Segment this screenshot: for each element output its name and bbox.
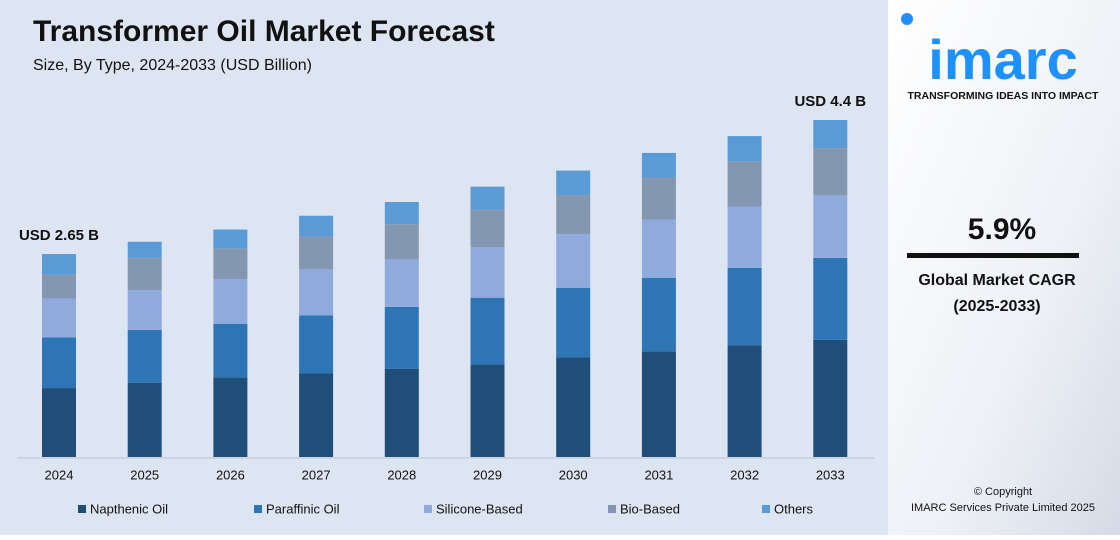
legend-label: Paraffinic Oil [266,501,340,516]
bar-segment [727,161,762,207]
company: IMARC Services Private Limited 2025 [911,502,1095,514]
bar-segment [42,388,76,457]
x-tick-label: 2031 [644,467,673,482]
x-tick-label: 2024 [45,467,74,482]
legend-swatch [762,505,770,513]
bar-segment [641,277,676,352]
bar-segment [299,236,334,270]
plot: 2024 2025 2026 2027 2028 2029 2030 2031 2032 2033… [19,93,866,516]
bar-segment [813,195,848,258]
bar-segment [127,382,162,457]
bar-segment [42,337,76,389]
bar-segment [813,148,848,196]
legend-swatch [254,505,262,513]
bar-segment [470,297,505,365]
cagr-label: Global Market CAGR [918,272,1076,289]
legend-label: Others [774,501,814,516]
legend-swatch [424,505,432,513]
bar-segment [470,364,505,457]
tagline: TRANSFORMING IDEAS INTO IMPACT [908,90,1100,102]
bar-segment [213,323,248,378]
chart-title: Transformer Oil Market Forecast [33,15,495,48]
bar-segment [727,267,762,346]
x-tick-label: 2025 [130,467,159,482]
bar-segment [127,257,162,291]
bar-segment [127,329,162,383]
chart-subtitle: Size, By Type, 2024-2033 (USD Billion) [33,57,312,74]
bar-segment [813,257,848,340]
bar-segment [556,234,591,288]
x-tick-label: 2030 [559,467,588,482]
bar-segment [42,274,76,299]
bar-segment [384,201,419,225]
bar-segment [213,279,248,324]
bar-segment [641,177,676,220]
bar-segment [556,195,591,235]
bar-segment [813,339,848,457]
bar-segment [42,298,76,338]
logo-dot [901,13,913,25]
bar-segment [42,254,76,275]
legend-label: Bio-Based [620,501,680,516]
bar-segment [213,377,248,457]
x-tick-label: 2029 [473,467,502,482]
legend-swatch [78,505,86,513]
bar-segment [556,170,591,196]
bar-segment [299,215,334,237]
x-tick-label: 2027 [302,467,331,482]
bar-segment [470,247,505,298]
bar-segment [213,248,248,280]
bar-segment [213,229,248,249]
bar-segment [727,345,762,457]
x-tick-label: 2028 [387,467,416,482]
logo: imarc [928,28,1077,91]
x-tick-label: 2033 [816,467,845,482]
annotation: USD 2.65 B [19,227,99,244]
bar-segment [727,136,762,162]
legend-swatch [608,505,616,513]
legend-label: Silicone-Based [436,501,523,516]
bar-segment [470,209,505,248]
cagr-value: 5.9% [968,213,1036,246]
bar-segment [813,120,848,149]
bar-segment [556,357,591,457]
legend-label: Napthenic Oil [90,501,168,516]
bar-segment [127,290,162,330]
cagr-rule [907,253,1079,258]
bar-segment [641,152,676,178]
bar-segment [299,269,334,316]
x-tick-label: 2026 [216,467,245,482]
bar-segment [384,224,419,260]
bar-segment [299,373,334,457]
bar-segment [384,306,419,369]
x-tick-label: 2032 [730,467,759,482]
bar-segment [384,259,419,307]
sidebar-background [888,0,1120,535]
bar-segment [127,241,162,258]
bar-segment [641,219,676,278]
bar-segment [727,206,762,268]
bar-segment [299,315,334,374]
copyright: © Copyright [974,486,1032,498]
bar-segment [470,186,505,210]
bar-segment [384,368,419,457]
annotation: USD 4.4 B [794,93,866,110]
bar-segment [556,287,591,358]
bar-segment [641,351,676,457]
cagr-period: (2025-2033) [953,298,1040,315]
